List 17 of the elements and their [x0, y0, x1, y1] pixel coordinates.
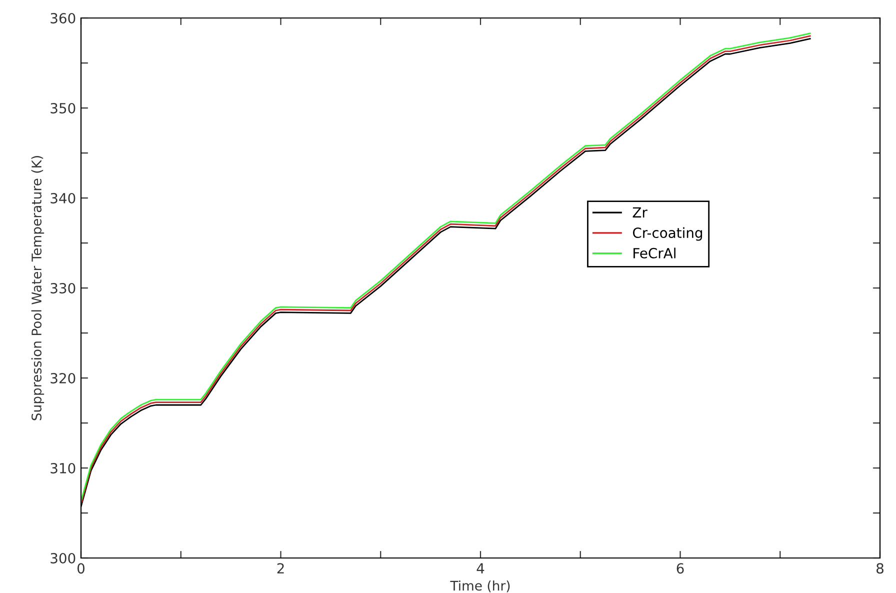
legend-label: Cr-coating: [632, 227, 702, 241]
y-tick-label: 310: [50, 462, 76, 474]
y-tick-label: 300: [50, 552, 76, 564]
x-tick-label: 6: [676, 563, 684, 574]
legend-label: FeCrAl: [634, 248, 676, 258]
y-tick-label: 350: [50, 102, 76, 114]
y-tick-label: 360: [50, 12, 76, 24]
x-tick-label: 0: [77, 563, 84, 574]
y-tick-label: 320: [50, 372, 76, 384]
y-axis-title: Suppression Pool Water Temperature (K): [31, 156, 44, 420]
y-tick-label: 330: [50, 282, 76, 294]
x-axis-title: Time (hr): [450, 580, 510, 592]
x-tick-label: 8: [876, 563, 884, 574]
x-tick-label: 2: [277, 563, 284, 574]
x-tick-label: 4: [476, 563, 484, 574]
y-tick-label: 340: [50, 192, 76, 204]
legend-label: Zr: [632, 207, 648, 218]
